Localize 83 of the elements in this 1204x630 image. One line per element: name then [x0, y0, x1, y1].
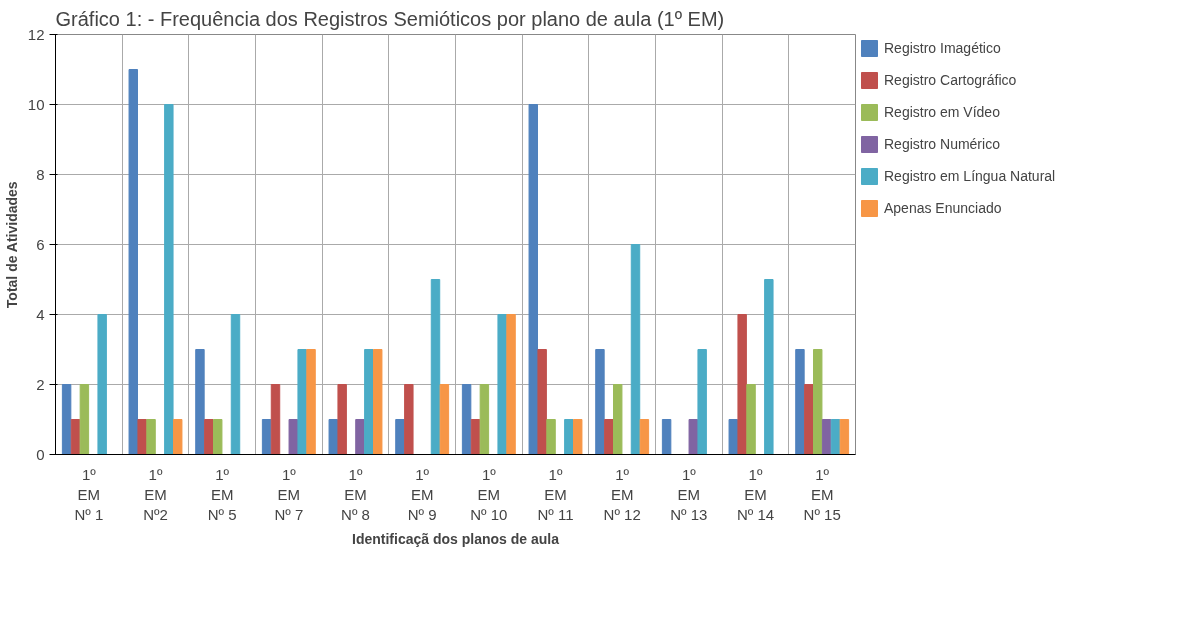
legend-label: Registro em Vídeo — [884, 104, 1000, 120]
bar — [430, 279, 441, 455]
x-tick-label: 1º EM Nº 15 — [803, 465, 841, 524]
bar — [261, 419, 272, 455]
y-tick-label: 0 — [36, 445, 45, 463]
x-tick-label: 1º EM Nº2 — [143, 465, 168, 524]
legend-label: Registro em Língua Natural — [884, 168, 1056, 184]
bar — [479, 384, 490, 455]
bar — [470, 419, 481, 455]
chart-title: Gráfico 1: - Frequência dos Registros Semióticos por plano de aula (1º EM) — [55, 7, 725, 30]
bar — [795, 349, 805, 455]
bar — [204, 419, 214, 455]
y-tick-label: 2 — [36, 375, 45, 393]
bar — [270, 384, 281, 455]
x-tick-label: 1º EM Nº 14 — [736, 465, 775, 524]
bar — [613, 384, 623, 455]
bar — [288, 419, 298, 455]
x-tick-label: 1º EM Nº 12 — [603, 465, 641, 524]
bar — [328, 419, 338, 455]
bar — [537, 349, 547, 455]
y-tick-label: 10 — [27, 95, 45, 113]
bar — [373, 349, 383, 455]
bar — [630, 244, 641, 455]
bar — [461, 384, 472, 455]
bar — [821, 419, 832, 455]
x-tick-label: 1º EM Nº 7 — [274, 465, 304, 524]
legend-label: Registro Imagético — [884, 40, 1001, 56]
bar — [595, 349, 605, 455]
x-tick-label: 1º EM Nº 1 — [74, 465, 104, 524]
bar — [830, 419, 841, 455]
bar — [546, 419, 556, 455]
bar — [564, 419, 574, 455]
y-tick-label: 4 — [36, 305, 45, 323]
bar — [395, 419, 405, 455]
bar — [79, 384, 90, 455]
y-tick-label: 6 — [36, 235, 45, 253]
bar — [195, 349, 205, 455]
x-tick-label: 1º EM Nº 9 — [407, 465, 437, 524]
x-axis-title: Identificaçã dos planos de aula — [352, 531, 560, 548]
legend-label: Registro Cartográfico — [884, 72, 1017, 88]
bar — [764, 279, 774, 455]
y-axis-title: Total de Atividades — [3, 181, 20, 309]
bar — [355, 419, 365, 455]
bar — [813, 349, 823, 455]
x-tick-label: 1º EM Nº 8 — [341, 465, 370, 524]
bar — [804, 384, 814, 455]
bar — [97, 314, 107, 455]
bar — [439, 384, 450, 455]
bar — [173, 419, 183, 455]
y-tick-label: 12 — [27, 25, 45, 43]
bar — [230, 314, 241, 455]
bar — [506, 314, 516, 455]
bar — [728, 419, 738, 455]
bar — [137, 419, 147, 455]
x-tick-label: 1º EM Nº 5 — [207, 465, 237, 524]
bar — [688, 419, 698, 455]
bar — [128, 69, 138, 455]
bar — [573, 419, 583, 455]
legend-label: Apenas Enunciado — [884, 200, 1002, 216]
bar — [306, 349, 316, 455]
bar — [497, 314, 507, 455]
bar — [364, 349, 374, 455]
bar — [528, 104, 538, 455]
bar — [839, 419, 850, 455]
bar — [337, 384, 347, 455]
x-tick-label: 1º EM Nº 13 — [670, 465, 708, 524]
bar — [697, 349, 707, 455]
bar — [737, 314, 747, 455]
x-tick-label: 1º EM Nº 11 — [537, 465, 574, 524]
bar — [661, 419, 672, 455]
y-tick-label: 8 — [36, 165, 45, 183]
bar — [746, 384, 756, 455]
bar — [164, 104, 174, 455]
bar — [213, 419, 223, 455]
bar — [146, 419, 156, 455]
legend-label: Registro Numérico — [884, 136, 1000, 152]
bar — [404, 384, 414, 455]
bar — [61, 384, 72, 455]
bar — [70, 419, 81, 455]
bar — [297, 349, 307, 455]
bar — [639, 419, 650, 455]
x-tick-label: 1º EM Nº 10 — [470, 465, 508, 524]
bar — [604, 419, 614, 455]
